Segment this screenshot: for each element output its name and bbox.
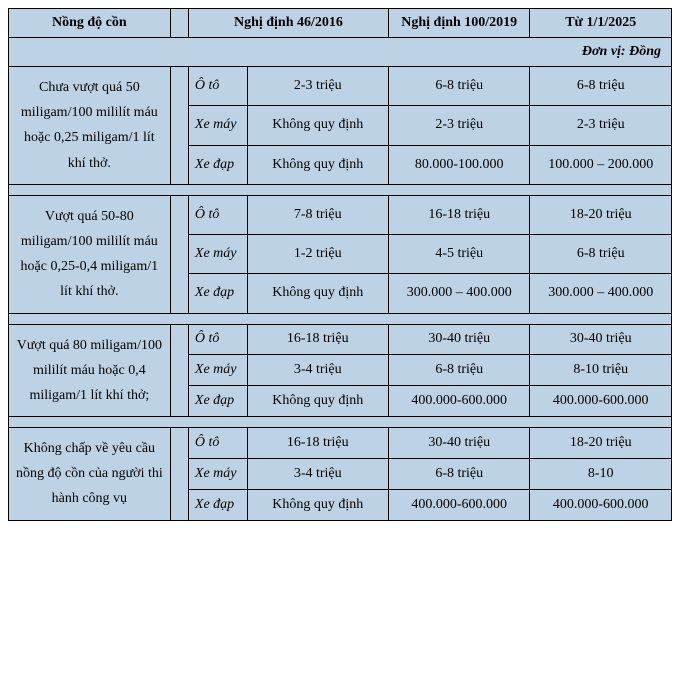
vehicle-cell: Xe máy <box>188 235 247 274</box>
blank-cell <box>170 428 188 521</box>
value-cell: 4-5 triệu <box>388 235 529 274</box>
vehicle-cell: Xe máy <box>188 458 247 489</box>
value-cell: Không quy định <box>247 145 388 184</box>
unit-label: Đơn vị: Đồng <box>9 38 672 67</box>
value-cell: 300.000 – 400.000 <box>530 274 672 313</box>
value-cell: 6-8 triệu <box>530 235 672 274</box>
value-cell: Không quy định <box>247 106 388 145</box>
value-cell: Không quy định <box>247 386 388 417</box>
value-cell: Không quy định <box>247 489 388 520</box>
col-from2025: Từ 1/1/2025 <box>530 9 672 38</box>
table-row: Không chấp về yêu cầu nồng độ cồn của ng… <box>9 428 672 459</box>
value-cell: 2-3 triệu <box>388 106 529 145</box>
value-cell: 7-8 triệu <box>247 195 388 234</box>
blank-cell <box>170 324 188 417</box>
value-cell: 400.000-600.000 <box>530 489 672 520</box>
group-separator <box>9 313 672 324</box>
vehicle-cell: Xe máy <box>188 355 247 386</box>
vehicle-cell: Xe đạp <box>188 386 247 417</box>
vehicle-cell: Xe đạp <box>188 489 247 520</box>
value-cell: 6-8 triệu <box>388 67 529 106</box>
penalty-table: Nồng độ cồn Nghị định 46/2016 Nghị định … <box>8 8 672 521</box>
table-row: Vượt quá 50-80 miligam/100 mililít máu h… <box>9 195 672 234</box>
value-cell: 3-4 triệu <box>247 355 388 386</box>
col-blank <box>170 9 188 38</box>
vehicle-cell: Xe đạp <box>188 274 247 313</box>
blank-cell <box>170 195 188 313</box>
value-cell: 16-18 triệu <box>247 324 388 355</box>
col-level: Nồng độ cồn <box>9 9 171 38</box>
value-cell: 80.000-100.000 <box>388 145 529 184</box>
value-cell: 18-20 triệu <box>530 428 672 459</box>
value-cell: 30-40 triệu <box>530 324 672 355</box>
vehicle-cell: Ô tô <box>188 428 247 459</box>
value-cell: 6-8 triệu <box>530 67 672 106</box>
value-cell: Không quy định <box>247 274 388 313</box>
value-cell: 400.000-600.000 <box>530 386 672 417</box>
group-separator <box>9 184 672 195</box>
value-cell: 2-3 triệu <box>247 67 388 106</box>
value-cell: 16-18 triệu <box>388 195 529 234</box>
vehicle-cell: Ô tô <box>188 67 247 106</box>
level-cell: Vượt quá 50-80 miligam/100 mililít máu h… <box>9 195 171 313</box>
value-cell: 400.000-600.000 <box>388 489 529 520</box>
value-cell: 6-8 triệu <box>388 458 529 489</box>
value-cell: 6-8 triệu <box>388 355 529 386</box>
level-cell: Vượt quá 80 miligam/100 mililít máu hoặc… <box>9 324 171 417</box>
group-separator <box>9 417 672 428</box>
value-cell: 100.000 – 200.000 <box>530 145 672 184</box>
col-decree100: Nghị định 100/2019 <box>388 9 529 38</box>
vehicle-cell: Xe máy <box>188 106 247 145</box>
table-row: Chưa vượt quá 50 miligam/100 mililít máu… <box>9 67 672 106</box>
value-cell: 30-40 triệu <box>388 428 529 459</box>
vehicle-cell: Ô tô <box>188 195 247 234</box>
blank-cell <box>170 67 188 185</box>
vehicle-cell: Xe đạp <box>188 145 247 184</box>
col-decree46: Nghị định 46/2016 <box>188 9 388 38</box>
value-cell: 16-18 triệu <box>247 428 388 459</box>
table-row: Vượt quá 80 miligam/100 mililít máu hoặc… <box>9 324 672 355</box>
value-cell: 30-40 triệu <box>388 324 529 355</box>
unit-row: Đơn vị: Đồng <box>9 38 672 67</box>
value-cell: 3-4 triệu <box>247 458 388 489</box>
value-cell: 2-3 triệu <box>530 106 672 145</box>
level-cell: Chưa vượt quá 50 miligam/100 mililít máu… <box>9 67 171 185</box>
value-cell: 18-20 triệu <box>530 195 672 234</box>
value-cell: 8-10 <box>530 458 672 489</box>
value-cell: 8-10 triệu <box>530 355 672 386</box>
value-cell: 300.000 – 400.000 <box>388 274 529 313</box>
vehicle-cell: Ô tô <box>188 324 247 355</box>
value-cell: 1-2 triệu <box>247 235 388 274</box>
value-cell: 400.000-600.000 <box>388 386 529 417</box>
header-row: Nồng độ cồn Nghị định 46/2016 Nghị định … <box>9 9 672 38</box>
level-cell: Không chấp về yêu cầu nồng độ cồn của ng… <box>9 428 171 521</box>
